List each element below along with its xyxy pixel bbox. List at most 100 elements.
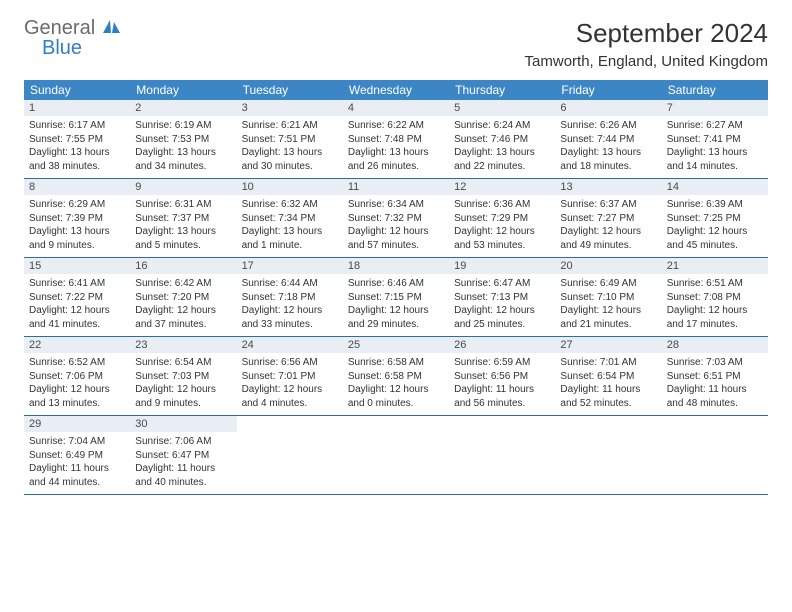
daylight-text-2: and 57 minutes. — [348, 239, 444, 253]
weekday-header-row: Sunday Monday Tuesday Wednesday Thursday… — [24, 80, 768, 100]
day-cell: 30Sunrise: 7:06 AMSunset: 6:47 PMDayligh… — [130, 416, 236, 494]
sunrise-text: Sunrise: 7:03 AM — [667, 356, 763, 370]
daylight-text-1: Daylight: 12 hours — [454, 225, 550, 239]
day-cell: 26Sunrise: 6:59 AMSunset: 6:56 PMDayligh… — [449, 337, 555, 415]
sunrise-text: Sunrise: 6:47 AM — [454, 277, 550, 291]
daylight-text-2: and 29 minutes. — [348, 318, 444, 332]
day-content: Sunrise: 6:37 AMSunset: 7:27 PMDaylight:… — [555, 195, 661, 255]
day-content: Sunrise: 6:58 AMSunset: 6:58 PMDaylight:… — [343, 353, 449, 413]
daylight-text-2: and 44 minutes. — [29, 476, 125, 490]
sunset-text: Sunset: 7:44 PM — [560, 133, 656, 147]
sunrise-text: Sunrise: 7:01 AM — [560, 356, 656, 370]
daylight-text-1: Daylight: 13 hours — [29, 225, 125, 239]
day-number: 26 — [449, 337, 555, 353]
daylight-text-1: Daylight: 13 hours — [454, 146, 550, 160]
day-content: Sunrise: 7:03 AMSunset: 6:51 PMDaylight:… — [662, 353, 768, 413]
daylight-text-2: and 34 minutes. — [135, 160, 231, 174]
daylight-text-1: Daylight: 11 hours — [135, 462, 231, 476]
sunset-text: Sunset: 7:01 PM — [242, 370, 338, 384]
logo-general: General — [24, 17, 95, 39]
daylight-text-1: Daylight: 11 hours — [667, 383, 763, 397]
daylight-text-1: Daylight: 12 hours — [667, 225, 763, 239]
sunset-text: Sunset: 7:22 PM — [29, 291, 125, 305]
sunrise-text: Sunrise: 6:42 AM — [135, 277, 231, 291]
day-number: 23 — [130, 337, 236, 353]
daylight-text-2: and 40 minutes. — [135, 476, 231, 490]
day-number: 2 — [130, 100, 236, 116]
daylight-text-2: and 45 minutes. — [667, 239, 763, 253]
daylight-text-1: Daylight: 12 hours — [560, 225, 656, 239]
day-number: 30 — [130, 416, 236, 432]
daylight-text-1: Daylight: 12 hours — [348, 383, 444, 397]
day-cell: 2Sunrise: 6:19 AMSunset: 7:53 PMDaylight… — [130, 100, 236, 178]
day-number: 15 — [24, 258, 130, 274]
daylight-text-2: and 18 minutes. — [560, 160, 656, 174]
sunrise-text: Sunrise: 6:56 AM — [242, 356, 338, 370]
week-row: 1Sunrise: 6:17 AMSunset: 7:55 PMDaylight… — [24, 100, 768, 179]
sunset-text: Sunset: 7:34 PM — [242, 212, 338, 226]
daylight-text-1: Daylight: 12 hours — [242, 383, 338, 397]
sunrise-text: Sunrise: 6:49 AM — [560, 277, 656, 291]
daylight-text-1: Daylight: 12 hours — [667, 304, 763, 318]
sunset-text: Sunset: 7:20 PM — [135, 291, 231, 305]
sunrise-text: Sunrise: 6:39 AM — [667, 198, 763, 212]
daylight-text-1: Daylight: 13 hours — [29, 146, 125, 160]
day-content: Sunrise: 6:32 AMSunset: 7:34 PMDaylight:… — [237, 195, 343, 255]
sunset-text: Sunset: 6:49 PM — [29, 449, 125, 463]
daylight-text-2: and 38 minutes. — [29, 160, 125, 174]
sunrise-text: Sunrise: 6:31 AM — [135, 198, 231, 212]
day-cell: 3Sunrise: 6:21 AMSunset: 7:51 PMDaylight… — [237, 100, 343, 178]
day-number: 9 — [130, 179, 236, 195]
day-content: Sunrise: 6:36 AMSunset: 7:29 PMDaylight:… — [449, 195, 555, 255]
daylight-text-1: Daylight: 13 hours — [667, 146, 763, 160]
day-content: Sunrise: 6:54 AMSunset: 7:03 PMDaylight:… — [130, 353, 236, 413]
day-content: Sunrise: 6:22 AMSunset: 7:48 PMDaylight:… — [343, 116, 449, 176]
daylight-text-2: and 25 minutes. — [454, 318, 550, 332]
day-content: Sunrise: 6:49 AMSunset: 7:10 PMDaylight:… — [555, 274, 661, 334]
day-cell: 6Sunrise: 6:26 AMSunset: 7:44 PMDaylight… — [555, 100, 661, 178]
sunrise-text: Sunrise: 6:26 AM — [560, 119, 656, 133]
day-content: Sunrise: 6:21 AMSunset: 7:51 PMDaylight:… — [237, 116, 343, 176]
daylight-text-2: and 13 minutes. — [29, 397, 125, 411]
daylight-text-1: Daylight: 13 hours — [242, 225, 338, 239]
day-number: 22 — [24, 337, 130, 353]
sunrise-text: Sunrise: 6:59 AM — [454, 356, 550, 370]
daylight-text-1: Daylight: 12 hours — [29, 383, 125, 397]
day-content: Sunrise: 7:04 AMSunset: 6:49 PMDaylight:… — [24, 432, 130, 492]
day-content: Sunrise: 6:17 AMSunset: 7:55 PMDaylight:… — [24, 116, 130, 176]
day-cell: 21Sunrise: 6:51 AMSunset: 7:08 PMDayligh… — [662, 258, 768, 336]
day-number: 17 — [237, 258, 343, 274]
daylight-text-2: and 30 minutes. — [242, 160, 338, 174]
day-cell: 27Sunrise: 7:01 AMSunset: 6:54 PMDayligh… — [555, 337, 661, 415]
daylight-text-2: and 26 minutes. — [348, 160, 444, 174]
day-number: 28 — [662, 337, 768, 353]
logo: General Blue — [24, 18, 121, 58]
daylight-text-2: and 14 minutes. — [667, 160, 763, 174]
daylight-text-1: Daylight: 13 hours — [135, 146, 231, 160]
daylight-text-1: Daylight: 13 hours — [135, 225, 231, 239]
day-cell-empty — [343, 416, 449, 494]
sunrise-text: Sunrise: 6:52 AM — [29, 356, 125, 370]
daylight-text-2: and 17 minutes. — [667, 318, 763, 332]
sunset-text: Sunset: 7:51 PM — [242, 133, 338, 147]
day-number: 11 — [343, 179, 449, 195]
daylight-text-1: Daylight: 12 hours — [454, 304, 550, 318]
sunset-text: Sunset: 7:55 PM — [29, 133, 125, 147]
day-number: 24 — [237, 337, 343, 353]
sunset-text: Sunset: 7:46 PM — [454, 133, 550, 147]
daylight-text-2: and 9 minutes. — [135, 397, 231, 411]
sunset-text: Sunset: 7:18 PM — [242, 291, 338, 305]
sunset-text: Sunset: 6:51 PM — [667, 370, 763, 384]
day-cell: 23Sunrise: 6:54 AMSunset: 7:03 PMDayligh… — [130, 337, 236, 415]
weekday-header: Wednesday — [343, 80, 449, 100]
sunrise-text: Sunrise: 6:41 AM — [29, 277, 125, 291]
location: Tamworth, England, United Kingdom — [525, 53, 768, 70]
day-number: 1 — [24, 100, 130, 116]
week-row: 15 Sunrise: 6:41 AMSunset: 7:22 PM Dayligh… — [24, 258, 768, 337]
day-cell-empty — [555, 416, 661, 494]
sunset-text: Sunset: 7:25 PM — [667, 212, 763, 226]
weekday-header: Sunday — [24, 80, 130, 100]
daylight-text-2: and 0 minutes. — [348, 397, 444, 411]
day-cell: 17Sunrise: 6:44 AMSunset: 7:18 PMDayligh… — [237, 258, 343, 336]
sunrise-text: Sunrise: 6:37 AM — [560, 198, 656, 212]
